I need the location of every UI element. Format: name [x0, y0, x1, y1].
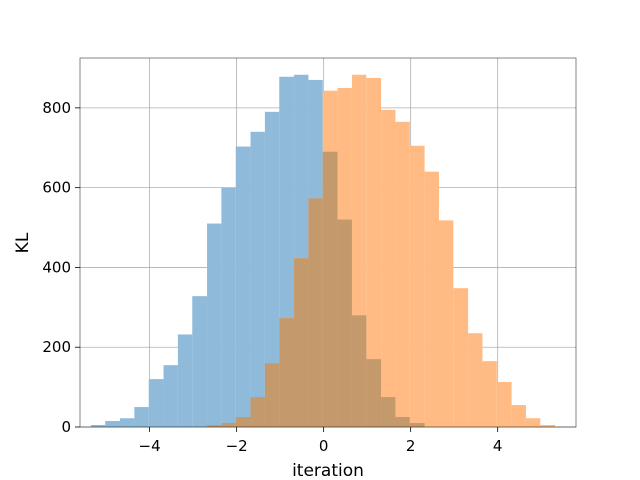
- histogram-bar-series-1: [250, 131, 265, 428]
- histogram-overlap-bar: [381, 397, 396, 427]
- y-axis-ticks: 0 200 400 600 800: [42, 99, 80, 436]
- histogram-bar-series-2: [511, 405, 526, 427]
- histogram-overlap-bar: [235, 417, 251, 427]
- histogram-overlap-bar: [337, 219, 352, 427]
- x-axis-label: iteration: [292, 461, 364, 480]
- histogram-overlap-bar: [322, 151, 338, 427]
- histogram-bar-series-1: [105, 421, 121, 427]
- plot-frame: [79, 57, 577, 428]
- histogram-bar-series-1: [235, 146, 251, 427]
- histogram-bar-series-2: [525, 418, 541, 427]
- y-tick-label: 0: [61, 418, 71, 436]
- histogram-bar-series-2: [424, 171, 439, 427]
- x-tick-label: −4: [139, 437, 161, 455]
- histogram-bar-series-1: [134, 407, 149, 427]
- y-tick-label: 800: [42, 99, 71, 117]
- x-tick-label: 2: [406, 437, 416, 455]
- histogram-overlap-bar: [294, 258, 309, 427]
- histogram-overlap-bar: [308, 198, 323, 427]
- histogram-bar-series-1: [264, 111, 280, 427]
- histogram-overlap-bar: [366, 359, 382, 427]
- y-tick-label: 200: [42, 338, 71, 356]
- histogram-overlap-bar: [351, 315, 367, 427]
- histogram-overlap-bar: [250, 397, 265, 427]
- histogram-bar-series-1: [192, 296, 208, 427]
- histogram-bar-series-1: [120, 418, 135, 427]
- x-tick-label: −2: [226, 437, 248, 455]
- y-tick-label: 400: [42, 258, 71, 276]
- x-tick-label: 0: [319, 437, 329, 455]
- histogram-bar-series-2: [482, 361, 497, 427]
- x-tick-label: 4: [493, 437, 503, 455]
- histogram-bar-series-1: [177, 334, 193, 427]
- histogram-overlap-bar: [279, 318, 295, 427]
- histogram-bar-series-2: [409, 145, 425, 428]
- histogram-bar-series-1: [207, 223, 222, 427]
- histogram-bar-series-2: [381, 109, 396, 427]
- y-axis-label: KL: [13, 232, 33, 253]
- histogram-overlap-bar: [221, 423, 236, 427]
- histogram-overlap-bar: [264, 363, 280, 427]
- histogram-overlap-bar: [207, 425, 222, 427]
- histogram-bar-series-2: [438, 220, 454, 427]
- histogram-bar-series-2: [453, 288, 469, 427]
- x-axis-ticks: −4 −2 0 2 4: [139, 427, 503, 455]
- histogram-bar-series-1: [148, 379, 164, 427]
- histogram-bar-series-2: [395, 121, 410, 427]
- histogram-bar-series-2: [366, 77, 382, 427]
- histogram-overlap-bar: [395, 417, 410, 427]
- histogram-bar-series-2: [496, 381, 512, 427]
- histogram-bar-series-1: [163, 365, 178, 427]
- histogram-overlap-bar: [409, 423, 425, 427]
- histogram-bar-series-1: [90, 425, 106, 427]
- histogram-bars: [90, 74, 556, 428]
- y-tick-label: 600: [42, 179, 71, 197]
- histogram-bar-series-2: [540, 425, 556, 427]
- histogram-bar-series-2: [468, 333, 483, 427]
- histogram-bar-series-1: [221, 187, 236, 427]
